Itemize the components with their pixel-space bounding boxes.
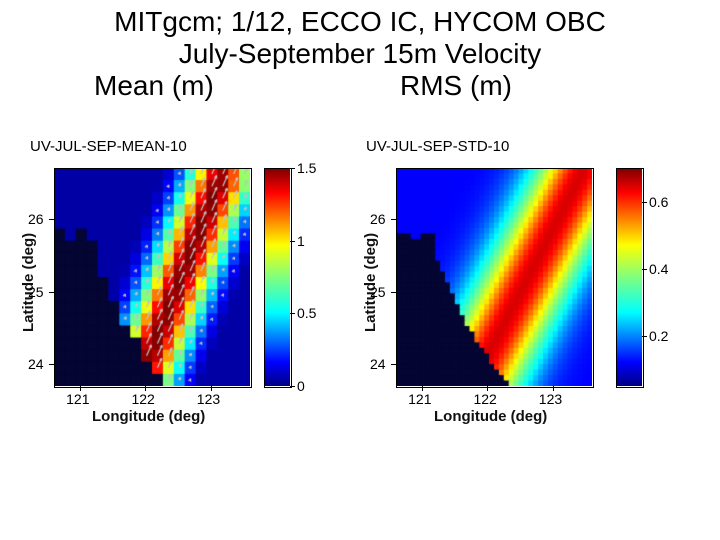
figure-subtitle: July-September 15m Velocity bbox=[0, 38, 720, 70]
xtick-label: 122 bbox=[131, 391, 154, 407]
left-plot-box bbox=[54, 168, 252, 388]
ytick-label: 24 bbox=[370, 356, 386, 372]
mean-label: Mean (m) bbox=[94, 70, 214, 102]
colorbar-tick-label: 1 bbox=[297, 233, 305, 249]
xtick-label: 121 bbox=[408, 391, 431, 407]
xtick-label: 123 bbox=[539, 391, 562, 407]
right-ylabel: Latitude (deg) bbox=[362, 233, 379, 332]
colorbar-tick-label: 0.5 bbox=[297, 305, 316, 321]
ytick-label: 25 bbox=[370, 284, 386, 300]
left-colorbar-box bbox=[264, 168, 292, 388]
right-colorbar-box bbox=[616, 168, 644, 388]
colorbar-tick-label: 1.5 bbox=[297, 160, 316, 176]
figure-title: MITgcm; 1/12, ECCO IC, HYCOM OBC bbox=[0, 6, 720, 38]
xtick-label: 123 bbox=[197, 391, 220, 407]
ytick-label: 26 bbox=[370, 211, 386, 227]
colorbar-tick-label: 0.6 bbox=[649, 194, 668, 210]
colorbar-tick-label: 0.4 bbox=[649, 261, 668, 277]
right-plot-box bbox=[396, 168, 594, 388]
right-panel-code: UV-JUL-SEP-STD-10 bbox=[366, 138, 509, 155]
colorbar-tick-label: 0.2 bbox=[649, 328, 668, 344]
left-ylabel: Latitude (deg) bbox=[20, 233, 37, 332]
colorbar-tick-label: 0 bbox=[297, 378, 305, 394]
left-xlabel: Longitude (deg) bbox=[92, 408, 205, 425]
xtick-label: 122 bbox=[473, 391, 496, 407]
xtick-label: 121 bbox=[66, 391, 89, 407]
ytick-label: 26 bbox=[28, 211, 44, 227]
left-panel-code: UV-JUL-SEP-MEAN-10 bbox=[30, 138, 187, 155]
rms-label: RMS (m) bbox=[400, 70, 512, 102]
right-xlabel: Longitude (deg) bbox=[434, 408, 547, 425]
ytick-label: 24 bbox=[28, 356, 44, 372]
ytick-label: 25 bbox=[28, 284, 44, 300]
